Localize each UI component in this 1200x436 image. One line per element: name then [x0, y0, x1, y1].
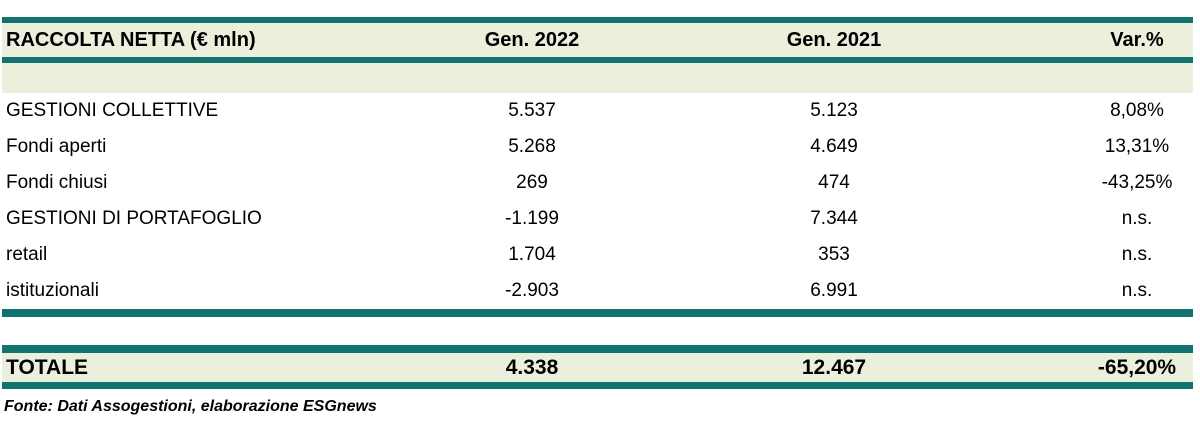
total-gen-2021: 12.467 [801, 355, 867, 379]
source-note: Fonte: Dati Assogestioni, elaborazione E… [4, 398, 377, 415]
total-row: TOTALE 4.338 12.467 -65,20% [2, 353, 1193, 382]
raccolta-netta-table: RACCOLTA NETTA (€ mln) Gen. 2022 Gen. 20… [2, 17, 1193, 416]
row-gen-2021-cell: 474 [818, 172, 850, 193]
table-row: Fondi chiusi 269 474 -43,25% [2, 165, 1193, 201]
row-label-cell: retail [6, 244, 48, 265]
top-rule [2, 17, 1193, 23]
table-row: istituzionali -2.903 6.991 n.s. [2, 273, 1193, 309]
row-label-cell: istituzionali [6, 280, 99, 301]
row-gen-2021-cell: 353 [818, 244, 850, 265]
total-top-rule [2, 345, 1193, 353]
row-gen-2022-cell: 5.537 [508, 100, 556, 121]
total-var-pct: -65,20% [1097, 355, 1177, 379]
column-header-gen-2021: Gen. 2021 [786, 28, 882, 51]
column-header-gen-2022: Gen. 2022 [484, 28, 580, 51]
row-gen-2021-cell: 4.649 [810, 136, 858, 157]
table-row: GESTIONI COLLETTIVE 5.537 5.123 8,08% [2, 93, 1193, 129]
row-gen-2022-cell: 1.704 [508, 244, 556, 265]
row-var-pct-cell: n.s. [1121, 280, 1153, 301]
table-body: GESTIONI COLLETTIVE 5.537 5.123 8,08% Fo… [2, 93, 1193, 309]
total-gen-2022: 4.338 [505, 355, 559, 379]
total-bottom-rule [2, 382, 1193, 389]
row-var-pct-cell: n.s. [1121, 208, 1153, 229]
body-bottom-rule [2, 309, 1193, 317]
table-row: retail 1.704 353 n.s. [2, 237, 1193, 273]
row-label-cell: GESTIONI COLLETTIVE [6, 100, 219, 121]
header-bottom-rule [2, 57, 1193, 63]
row-label-cell: GESTIONI DI PORTAFOGLIO [6, 208, 262, 229]
row-var-pct-cell: -43,25% [1101, 172, 1173, 193]
row-gen-2022-cell: 5.268 [508, 136, 556, 157]
table-row: Fondi aperti 5.268 4.649 13,31% [2, 129, 1193, 165]
table-header-row: RACCOLTA NETTA (€ mln) Gen. 2022 Gen. 20… [2, 23, 1193, 57]
row-label-cell: Fondi chiusi [6, 172, 108, 193]
spacer-band [2, 63, 1193, 93]
row-var-pct-cell: 13,31% [1104, 136, 1170, 157]
row-gen-2021-cell: 6.991 [810, 280, 858, 301]
row-var-pct-cell: 8,08% [1110, 100, 1164, 121]
table-title: RACCOLTA NETTA (€ mln) [6, 28, 256, 51]
row-var-pct-cell: n.s. [1121, 244, 1153, 265]
row-gen-2022-cell: -2.903 [505, 280, 559, 301]
total-label: TOTALE [6, 355, 89, 379]
row-gen-2022-cell: 269 [516, 172, 548, 193]
row-label-cell: Fondi aperti [6, 136, 107, 157]
row-gen-2021-cell: 7.344 [810, 208, 858, 229]
row-gen-2021-cell: 5.123 [810, 100, 858, 121]
pre-total-gap [2, 317, 1193, 345]
column-header-var-pct: Var.% [1110, 28, 1164, 51]
table-row: GESTIONI DI PORTAFOGLIO -1.199 7.344 n.s… [2, 201, 1193, 237]
row-gen-2022-cell: -1.199 [505, 208, 559, 229]
